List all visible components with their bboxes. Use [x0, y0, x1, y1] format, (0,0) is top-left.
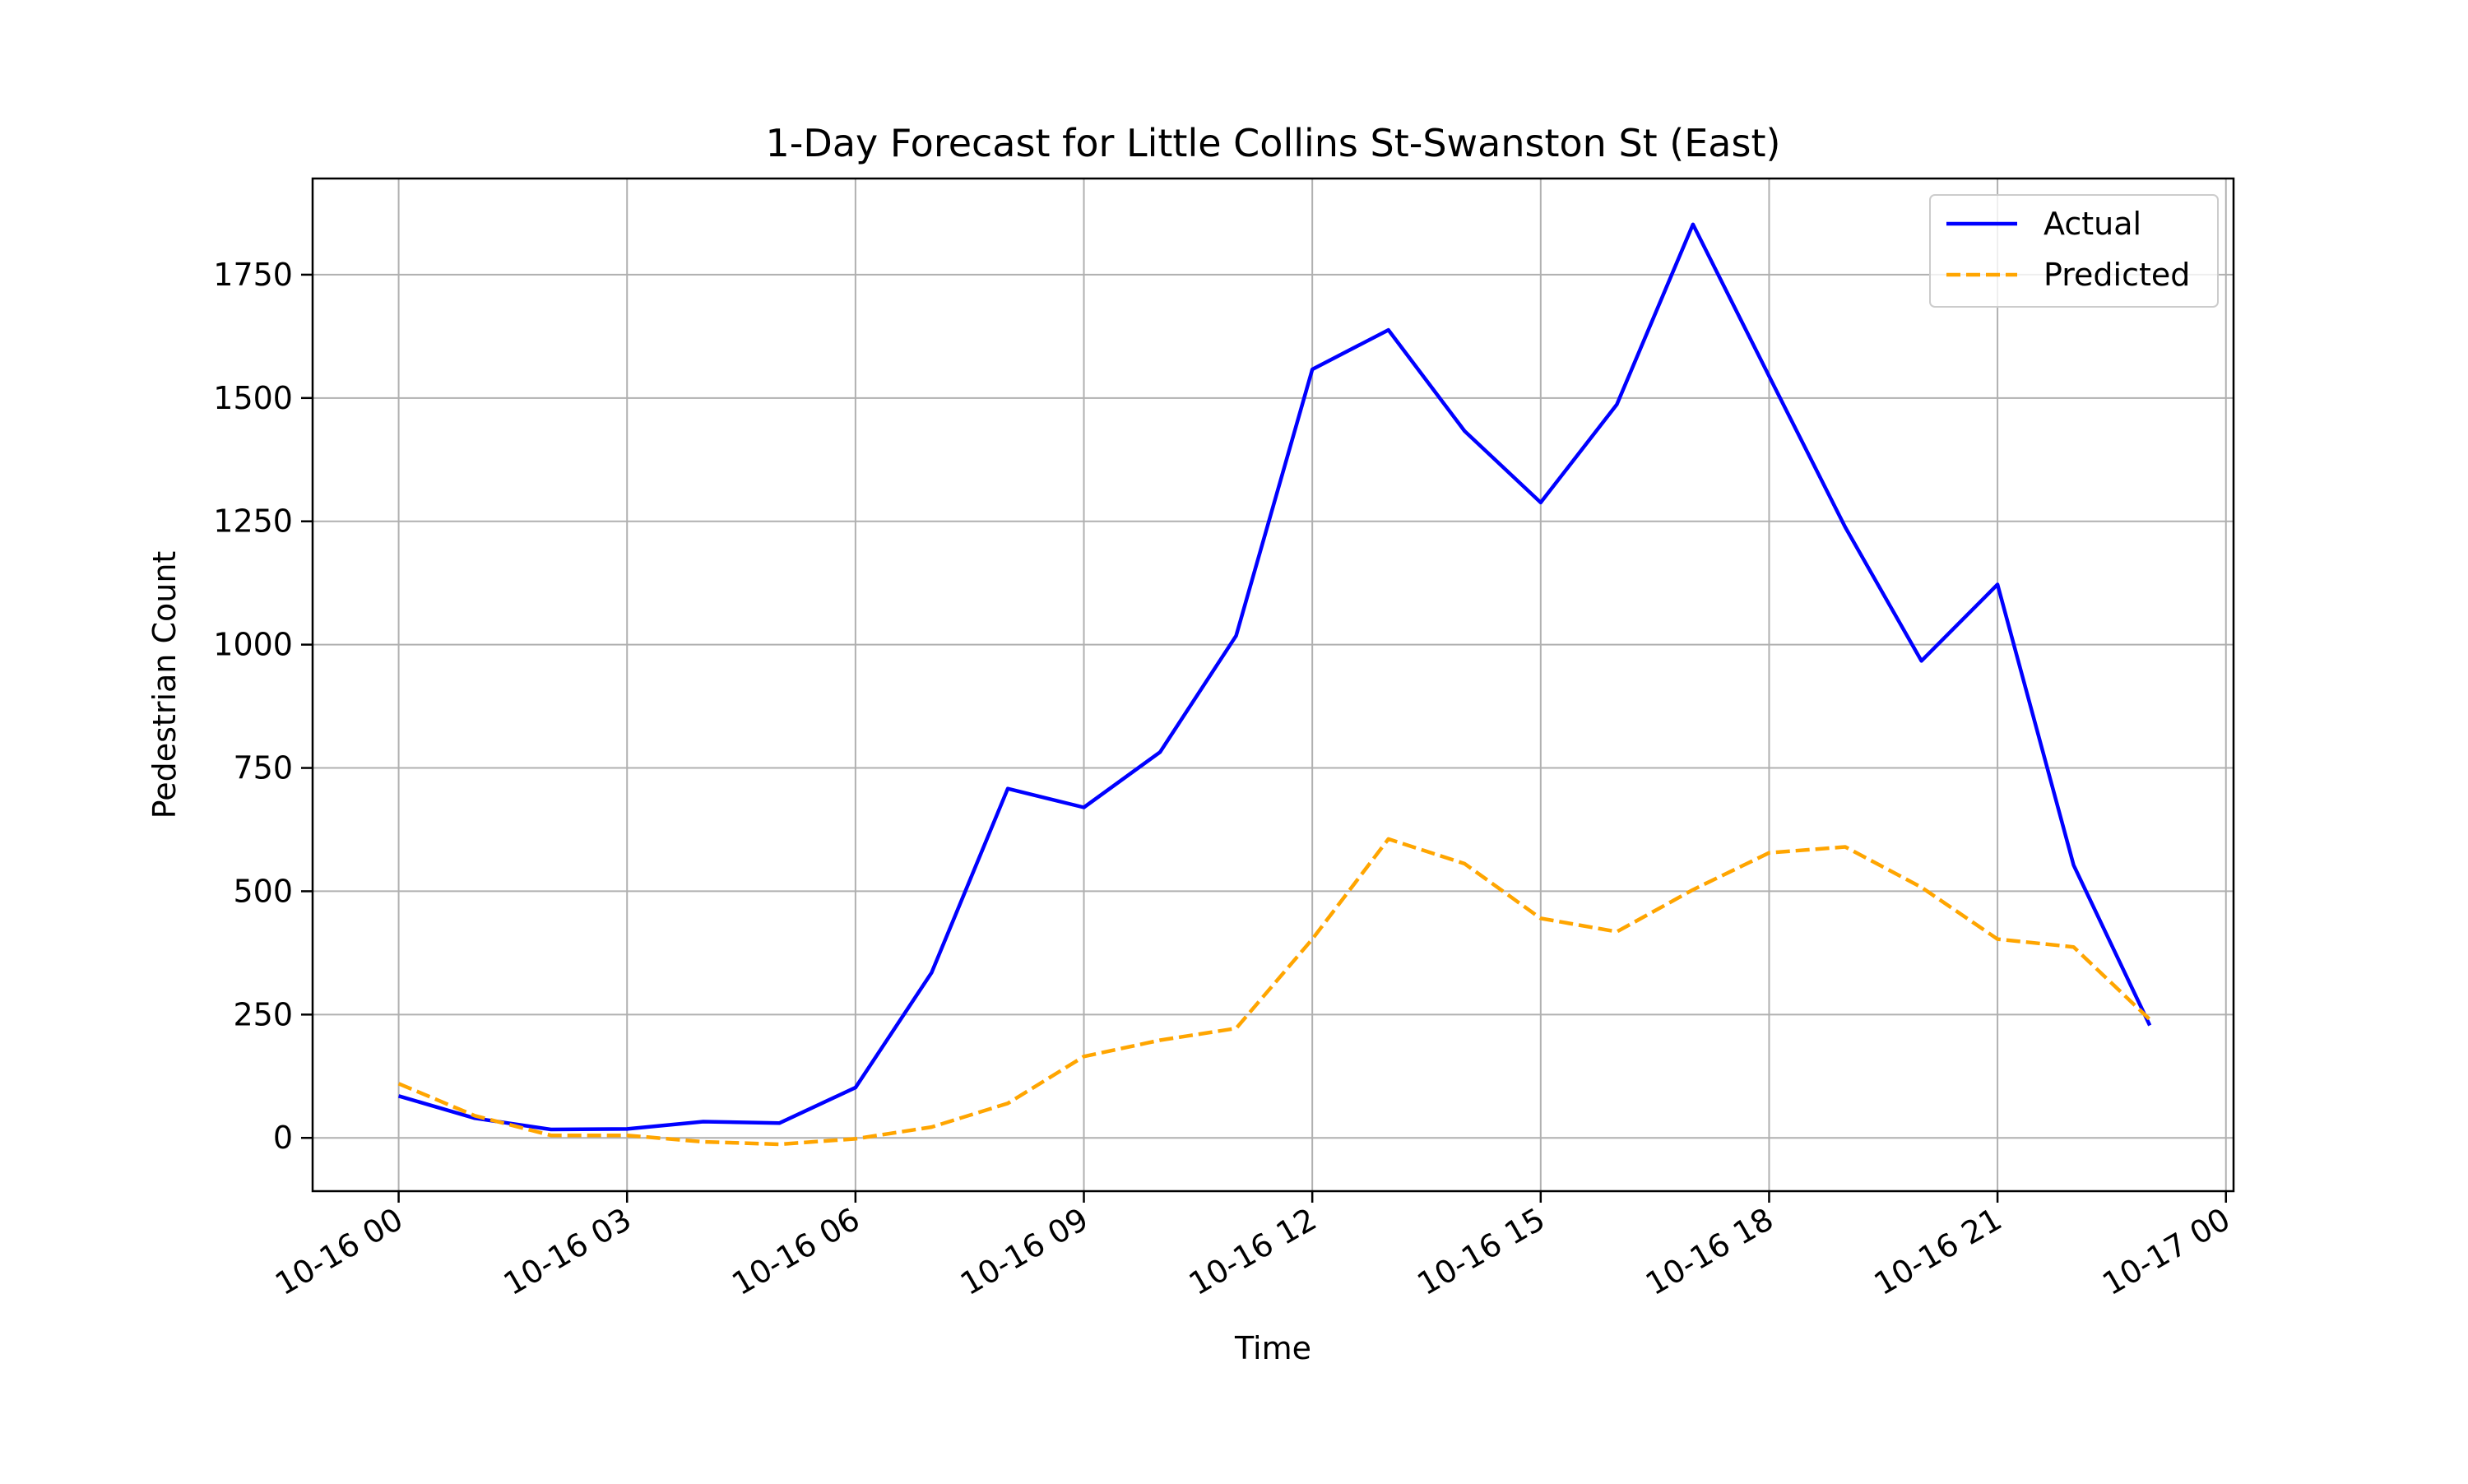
legend: Actual Predicted: [1929, 194, 2219, 308]
y-tick-label: 1250: [213, 503, 293, 540]
y-tick-label: 1000: [213, 627, 293, 663]
y-tick-label: 1750: [213, 257, 293, 293]
chart-title: 1-Day Forecast for Little Collins St-Swa…: [766, 121, 1781, 165]
y-tick-label: 750: [233, 750, 293, 786]
y-tick-label: 500: [233, 873, 293, 909]
legend-label-predicted: Predicted: [2044, 257, 2190, 293]
y-tick-label: 1500: [213, 380, 293, 416]
plot-area-frame: [311, 177, 2235, 1193]
legend-label-actual: Actual: [2044, 206, 2141, 242]
y-axis-label: Pedestrian Count: [146, 551, 183, 819]
series-layer: [397, 222, 2152, 1147]
x-axis-label: Time: [1234, 1330, 1311, 1366]
grid: [313, 179, 2234, 1191]
y-tick-label: 0: [273, 1120, 293, 1156]
y-tick-label: 250: [233, 996, 293, 1032]
series-line-predicted: [397, 837, 2151, 1147]
series-line-actual: [397, 222, 2152, 1132]
